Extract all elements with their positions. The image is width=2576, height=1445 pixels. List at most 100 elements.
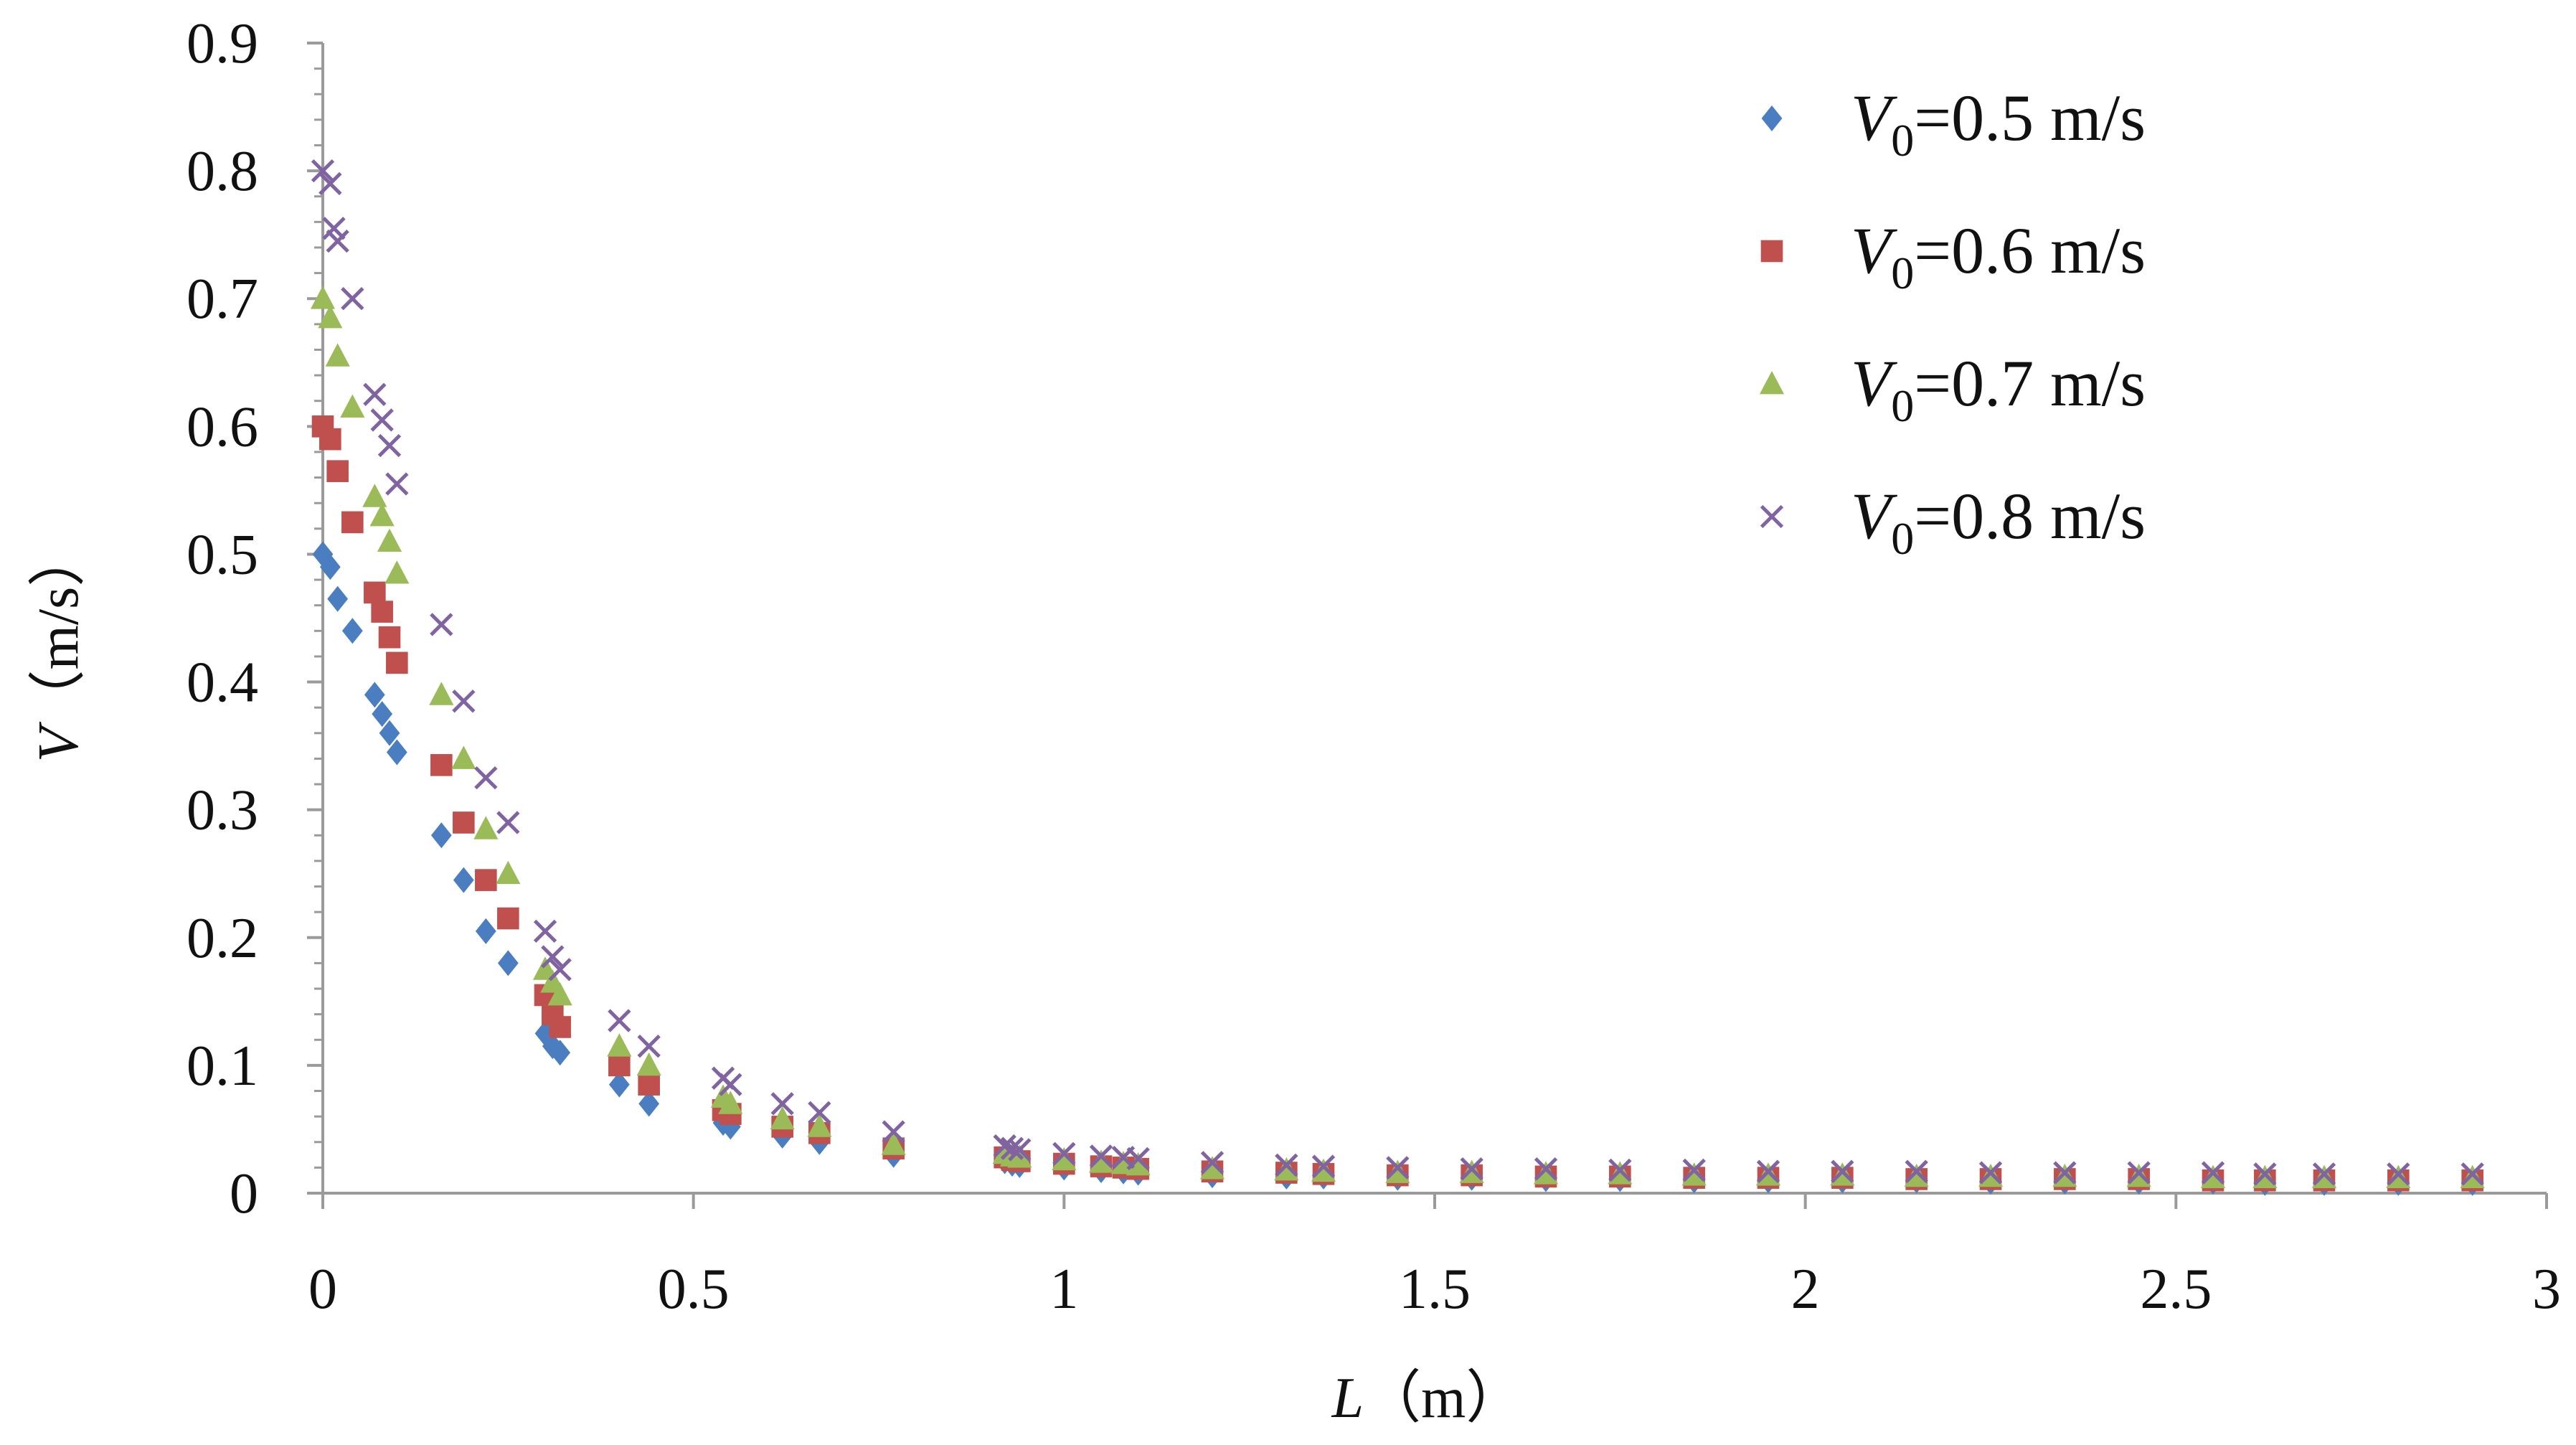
- legend-label-subscript: 0: [1891, 115, 1914, 166]
- data-point: [1681, 1162, 1707, 1186]
- data-point: [1088, 1149, 1114, 1173]
- data-point: [319, 554, 341, 580]
- data-point: [430, 754, 453, 776]
- data-point: [318, 304, 343, 329]
- data-point: [326, 460, 349, 482]
- y-tick-label: 0.3: [187, 779, 258, 842]
- legend-label-subscript: 0: [1891, 248, 1914, 298]
- data-point: [770, 1092, 794, 1116]
- data-point: [1608, 1158, 1632, 1182]
- data-point: [607, 1033, 632, 1057]
- legend-label: V0=0.7 m/s: [1851, 347, 2146, 431]
- data-point: [1756, 1159, 1780, 1183]
- data-point: [638, 1073, 660, 1096]
- y-tick-label: 0.4: [187, 651, 258, 715]
- x-tick-label: 0: [308, 1258, 337, 1321]
- data-point: [636, 1052, 661, 1076]
- data-point: [370, 408, 394, 432]
- data-point: [608, 1071, 630, 1098]
- series-1-points: [312, 541, 2483, 1196]
- data-point: [451, 745, 476, 769]
- data-point: [1052, 1147, 1077, 1171]
- data-point: [1904, 1163, 1929, 1187]
- data-point: [2253, 1162, 2277, 1186]
- data-point: [548, 958, 572, 982]
- data-point: [2312, 1162, 2336, 1186]
- legend-label-subscript: 0: [1891, 380, 1914, 431]
- data-point: [1905, 1159, 1928, 1183]
- x-axis-unit: （m）: [1364, 1367, 1523, 1430]
- data-point: [1126, 1152, 1151, 1176]
- data-point: [340, 394, 365, 418]
- data-point: [2201, 1161, 2225, 1185]
- data-point: [882, 1120, 905, 1144]
- data-point: [310, 286, 336, 309]
- data-marks: [310, 159, 2485, 1196]
- data-point: [429, 682, 454, 705]
- data-point: [547, 982, 572, 1006]
- data-point: [1534, 1157, 1558, 1181]
- x-tick-label: 1.5: [1399, 1258, 1471, 1321]
- y-tick-label: 0.1: [187, 1035, 258, 1098]
- data-point: [452, 689, 476, 713]
- data-point: [637, 1035, 661, 1058]
- series-4-points: [311, 159, 2484, 1186]
- x-tick-label: 0.5: [658, 1258, 730, 1321]
- data-point: [496, 860, 521, 885]
- data-point: [378, 626, 401, 649]
- data-point: [1385, 1159, 1410, 1183]
- y-tick-label: 0.7: [187, 268, 258, 331]
- legend-label-value: =0.7 m/s: [1914, 347, 2146, 420]
- data-point: [1200, 1151, 1225, 1175]
- x-axis-title: L（m）: [1331, 1367, 1524, 1430]
- data-point: [377, 433, 402, 458]
- legend-label-variable: V: [1851, 81, 1898, 154]
- legend-label-subscript: 0: [1891, 513, 1914, 564]
- data-point: [384, 560, 410, 584]
- y-axis-title-group: V（m/s）: [27, 529, 90, 762]
- legend-item: V0=0.6 m/s: [1760, 214, 2146, 298]
- data-point: [386, 651, 408, 674]
- data-point: [2127, 1161, 2151, 1185]
- y-tick-label: 0.5: [187, 523, 258, 586]
- data-point: [1000, 1136, 1024, 1160]
- y-axis-title: V（m/s）: [27, 529, 90, 762]
- data-point: [1682, 1158, 1706, 1182]
- data-point: [2200, 1164, 2226, 1189]
- data-point: [638, 1091, 660, 1117]
- legend-item: V0=0.5 m/s: [1761, 81, 2146, 166]
- data-point: [608, 1009, 631, 1032]
- axes: [321, 43, 2547, 1195]
- x-axis-variable: L: [1331, 1367, 1364, 1430]
- data-point: [475, 869, 497, 891]
- y-tick-label: 0.8: [187, 140, 258, 203]
- data-point: [1008, 1138, 1032, 1162]
- data-point: [496, 811, 520, 834]
- legend-label-value: =0.6 m/s: [1914, 214, 2146, 287]
- legend-item: V0=0.8 m/s: [1760, 479, 2146, 564]
- data-point: [474, 766, 498, 790]
- data-point: [341, 511, 364, 534]
- x-tick-label: 3: [2532, 1258, 2561, 1321]
- y-axis-variable: V: [27, 721, 90, 762]
- data-point: [1386, 1156, 1410, 1180]
- data-point: [1052, 1142, 1076, 1165]
- data-point: [312, 541, 334, 568]
- legend-label-value: =0.5 m/s: [1914, 81, 2146, 154]
- y-axis-unit: （m/s）: [27, 529, 90, 728]
- data-point: [377, 528, 402, 552]
- x-tick-label: 2.5: [2140, 1258, 2212, 1321]
- legend-item: V0=0.7 m/s: [1759, 347, 2146, 431]
- data-point: [770, 1106, 795, 1130]
- data-point: [363, 382, 387, 406]
- data-point: [608, 1054, 631, 1077]
- series-3-points: [310, 286, 2485, 1189]
- legend-label-variable: V: [1851, 214, 1898, 287]
- data-point: [327, 585, 349, 612]
- data-point: [1831, 1159, 1854, 1183]
- legend-label-variable: V: [1851, 347, 1898, 420]
- tick-group: 0 0.1 0.2 0.3 0.4 0.5 0.6 0.7 0.8 0.9 0 0.5 1 1.5 2 2.5…: [187, 12, 2561, 1321]
- data-point: [386, 739, 407, 766]
- data-point: [549, 1016, 571, 1038]
